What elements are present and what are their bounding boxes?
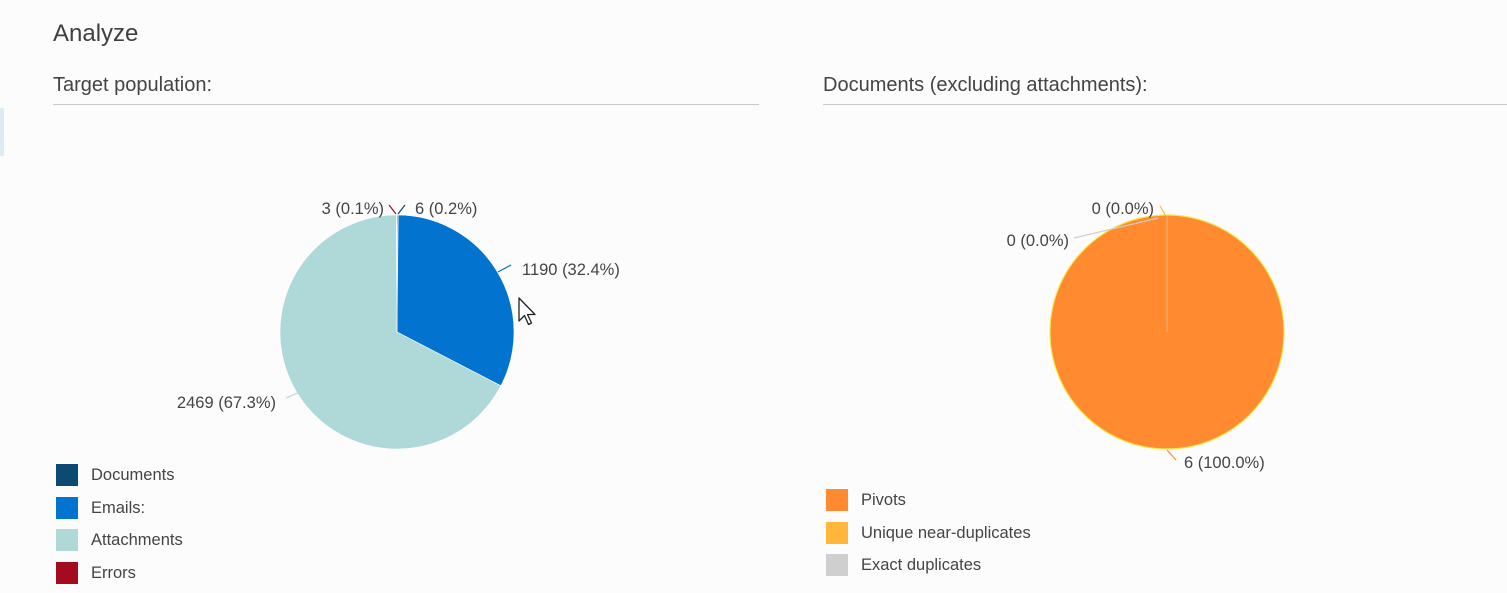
legend-swatch-exact-duplicates bbox=[826, 554, 848, 576]
legend-swatch-emails bbox=[56, 497, 78, 519]
data-label-connector-emails bbox=[497, 264, 512, 273]
legend-label-pivots: Pivots bbox=[861, 491, 906, 509]
legend-label-errors: Errors bbox=[91, 564, 136, 582]
legend-label-exact-duplicates: Exact duplicates bbox=[861, 556, 982, 574]
legend-swatch-documents bbox=[56, 464, 78, 486]
pie-documents[interactable]: 6 (100.0%) 0 (0.0%) 0 (0.0%) bbox=[1007, 200, 1285, 472]
data-label-connector-exact-duplicates bbox=[1073, 217, 1159, 239]
pie-slice-errors[interactable] bbox=[396, 214, 398, 333]
legend-label-attachments: Attachments bbox=[91, 531, 183, 549]
pie-slice-emails[interactable] bbox=[396, 214, 515, 387]
data-label-errors: 3 (0.1%) bbox=[322, 200, 384, 218]
legend-swatch-unique-near-duplicates bbox=[826, 522, 848, 544]
sidebar-edge-marker bbox=[0, 108, 4, 156]
data-label-pivots: 6 (100.0%) bbox=[1184, 454, 1265, 472]
data-label-emails: 1190 (32.4%) bbox=[522, 261, 620, 279]
mouse-cursor-icon bbox=[518, 297, 536, 326]
data-label-exact-duplicates: 0 (0.0%) bbox=[1007, 232, 1069, 250]
data-label-connector-errors bbox=[388, 204, 397, 215]
data-label-connector-pivots bbox=[1166, 449, 1177, 461]
legend-swatch-pivots bbox=[826, 489, 848, 511]
target-population-divider bbox=[53, 104, 759, 105]
target-population-title: Target population: bbox=[53, 74, 213, 96]
pie-target-population[interactable]: 6 (0.2%) 1190 (32.4%) 2469 (67.3%) 3 (0.1%) bbox=[177, 200, 620, 450]
legend-swatch-attachments bbox=[56, 529, 78, 551]
data-label-connector-attachments bbox=[285, 391, 301, 399]
legend-swatch-errors bbox=[56, 562, 78, 584]
data-label-documents: 6 (0.2%) bbox=[415, 200, 477, 218]
data-label-unique-near-duplicates: 0 (0.0%) bbox=[1092, 200, 1154, 218]
page-title: Analyze bbox=[53, 20, 139, 47]
legend-label-unique-near-duplicates: Unique near-duplicates bbox=[861, 524, 1031, 542]
data-label-attachments: 2469 (67.3%) bbox=[177, 394, 276, 412]
legend-label-emails: Emails: bbox=[91, 499, 146, 517]
documents-section-divider bbox=[823, 104, 1507, 105]
data-label-connector-documents bbox=[397, 204, 406, 215]
data-label-connector-unique-near-duplicates bbox=[1159, 205, 1167, 217]
legend-label-documents: Documents bbox=[91, 466, 175, 484]
documents-section-title: Documents (excluding attachments): bbox=[823, 74, 1148, 96]
